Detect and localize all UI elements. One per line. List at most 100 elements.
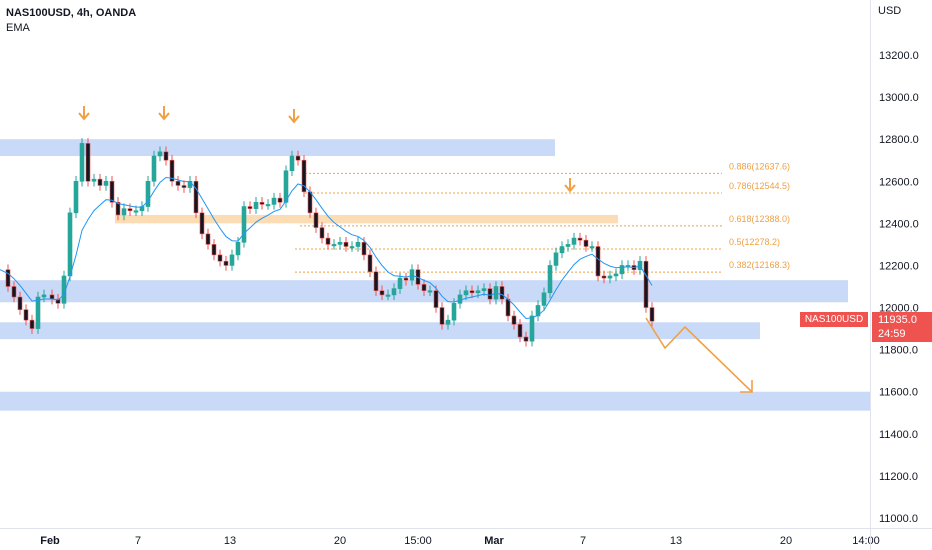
candle-body[interactable] xyxy=(265,204,271,207)
ema-line[interactable] xyxy=(0,176,653,320)
candle-body[interactable] xyxy=(259,202,265,205)
candle-body[interactable] xyxy=(49,294,55,300)
candle-body[interactable] xyxy=(457,294,463,304)
candle-body[interactable] xyxy=(73,180,79,214)
candle-body[interactable] xyxy=(223,260,229,266)
candle-body[interactable] xyxy=(103,180,109,186)
candle-body[interactable] xyxy=(343,242,349,247)
candle-body[interactable] xyxy=(559,246,565,254)
candle-body[interactable] xyxy=(649,307,655,322)
candle-body[interactable] xyxy=(295,155,301,161)
symbol-title[interactable]: NAS100USD, 4h, OANDA xyxy=(6,7,137,19)
candle-body[interactable] xyxy=(115,202,121,216)
candle-body[interactable] xyxy=(17,296,23,310)
candle-body[interactable] xyxy=(11,286,17,298)
candle-body[interactable] xyxy=(373,271,379,292)
candle-body[interactable] xyxy=(367,254,373,273)
candle-body[interactable] xyxy=(151,155,157,182)
candle-body[interactable] xyxy=(247,206,253,209)
candle-body[interactable] xyxy=(535,305,541,317)
candle-body[interactable] xyxy=(169,159,175,182)
candle-body[interactable] xyxy=(271,197,277,205)
candle-body[interactable] xyxy=(505,298,511,317)
candle-body[interactable] xyxy=(175,180,181,186)
candle-body[interactable] xyxy=(355,242,361,247)
candle-body[interactable] xyxy=(463,290,469,296)
candle-body[interactable] xyxy=(601,275,607,279)
candle-body[interactable] xyxy=(35,296,41,329)
candle-body[interactable] xyxy=(577,237,583,241)
candle-body[interactable] xyxy=(241,206,247,243)
candle-body[interactable] xyxy=(481,288,487,292)
candle-body[interactable] xyxy=(319,227,325,239)
candle-body[interactable] xyxy=(571,237,577,245)
candle-body[interactable] xyxy=(469,290,475,294)
candle-body[interactable] xyxy=(589,246,595,249)
candle-body[interactable] xyxy=(379,290,385,296)
candle-body[interactable] xyxy=(553,252,559,266)
candle-body[interactable] xyxy=(67,212,73,277)
candle-body[interactable] xyxy=(253,202,259,209)
candle-body[interactable] xyxy=(277,197,283,203)
candle-body[interactable] xyxy=(289,155,295,172)
candle-body[interactable] xyxy=(637,260,643,270)
candle-body[interactable] xyxy=(403,277,409,281)
candle-body[interactable] xyxy=(229,254,235,266)
candle-body[interactable] xyxy=(337,242,343,245)
candle-body[interactable] xyxy=(397,277,403,289)
candle-body[interactable] xyxy=(541,292,547,306)
candle-body[interactable] xyxy=(583,239,589,247)
candle-body[interactable] xyxy=(643,260,649,308)
candle-body[interactable] xyxy=(41,294,47,298)
candle-body[interactable] xyxy=(121,208,127,216)
candle-body[interactable] xyxy=(163,151,169,161)
candle-body[interactable] xyxy=(427,290,433,293)
candle-body[interactable] xyxy=(499,286,505,300)
candle-body[interactable] xyxy=(451,303,457,321)
candle-body[interactable] xyxy=(391,288,397,296)
candle-body[interactable] xyxy=(283,170,289,203)
candle-body[interactable] xyxy=(313,212,319,228)
candle-body[interactable] xyxy=(595,246,601,277)
candle-body[interactable] xyxy=(217,254,223,262)
candle-body[interactable] xyxy=(205,233,211,245)
candle-body[interactable] xyxy=(97,178,103,186)
candle-body[interactable] xyxy=(331,244,337,247)
candle-body[interactable] xyxy=(145,180,151,207)
down-arrow-icon[interactable] xyxy=(564,178,576,193)
candle-body[interactable] xyxy=(235,242,241,256)
zone-supply[interactable] xyxy=(0,139,555,157)
candle-body[interactable] xyxy=(29,319,35,329)
candle-body[interactable] xyxy=(349,246,355,249)
down-arrow-icon[interactable] xyxy=(78,106,90,121)
candle-body[interactable] xyxy=(211,244,217,256)
candle-body[interactable] xyxy=(133,210,139,213)
candle-body[interactable] xyxy=(193,180,199,214)
candle-body[interactable] xyxy=(385,294,391,297)
candle-body[interactable] xyxy=(523,336,529,342)
candle-body[interactable] xyxy=(307,191,313,214)
down-arrow-icon[interactable] xyxy=(288,109,300,124)
candle-body[interactable] xyxy=(127,208,133,212)
candle-body[interactable] xyxy=(475,290,481,294)
candle-body[interactable] xyxy=(439,307,445,325)
candle-body[interactable] xyxy=(445,319,451,325)
candle-body[interactable] xyxy=(529,315,535,342)
candle-body[interactable] xyxy=(91,178,97,182)
candle-body[interactable] xyxy=(409,269,415,281)
zone-resistance-orange[interactable] xyxy=(115,214,618,224)
candle-body[interactable] xyxy=(511,315,517,325)
candle-body[interactable] xyxy=(23,309,29,321)
candle-body[interactable] xyxy=(85,143,91,182)
candle-body[interactable] xyxy=(421,284,427,292)
candle-body[interactable] xyxy=(199,212,205,235)
candle-body[interactable] xyxy=(361,242,367,256)
candle-body[interactable] xyxy=(517,324,523,338)
candle-body[interactable] xyxy=(5,269,11,287)
candle-body[interactable] xyxy=(619,265,625,275)
candle-body[interactable] xyxy=(55,298,61,304)
candle-body[interactable] xyxy=(109,180,115,203)
candle-body[interactable] xyxy=(325,237,331,245)
candle-body[interactable] xyxy=(181,185,187,188)
